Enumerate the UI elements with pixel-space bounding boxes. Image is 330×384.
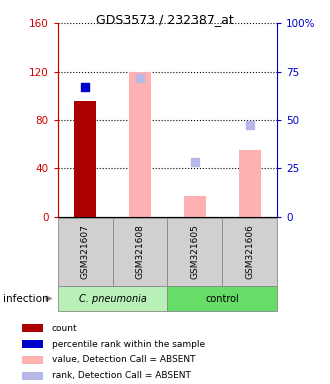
Bar: [22, 356, 43, 364]
Text: GSM321607: GSM321607: [81, 225, 90, 279]
Bar: [22, 324, 43, 332]
Text: count: count: [52, 324, 78, 333]
Bar: [22, 340, 43, 348]
Bar: [58, 218, 113, 286]
Text: GSM321605: GSM321605: [190, 225, 199, 279]
Text: C. pneumonia: C. pneumonia: [79, 293, 147, 304]
Text: GSM321606: GSM321606: [245, 225, 254, 279]
Bar: [222, 218, 277, 286]
Text: infection: infection: [3, 293, 49, 304]
Bar: [239, 150, 261, 217]
Bar: [168, 286, 277, 311]
Point: [137, 74, 143, 81]
Bar: [113, 218, 168, 286]
Text: GDS3573 / 232387_at: GDS3573 / 232387_at: [96, 13, 234, 26]
Text: percentile rank within the sample: percentile rank within the sample: [52, 339, 205, 349]
Point: [82, 84, 88, 90]
Bar: [168, 218, 222, 286]
Bar: [22, 372, 43, 379]
Text: control: control: [206, 293, 239, 304]
Bar: [74, 101, 96, 217]
Text: rank, Detection Call = ABSENT: rank, Detection Call = ABSENT: [52, 371, 191, 380]
Bar: [184, 196, 206, 217]
Text: GSM321608: GSM321608: [136, 225, 145, 279]
Text: value, Detection Call = ABSENT: value, Detection Call = ABSENT: [52, 355, 195, 364]
Bar: [129, 71, 151, 217]
Bar: [58, 286, 168, 311]
Point: [192, 159, 198, 166]
Point: [247, 122, 252, 128]
